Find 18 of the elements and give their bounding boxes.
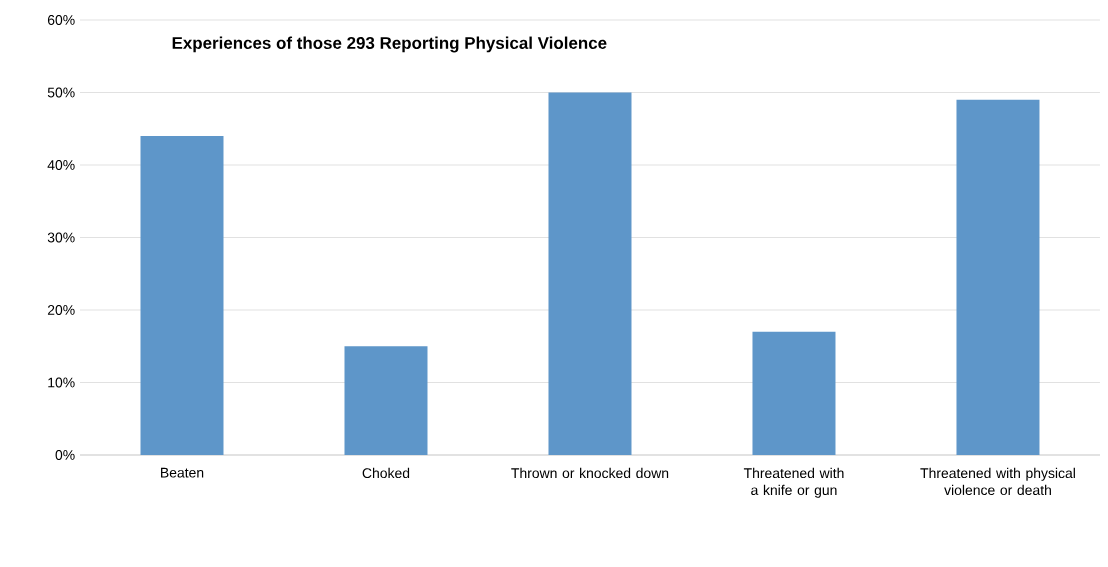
- bar: [140, 136, 224, 455]
- y-tick-label: 20%: [47, 305, 75, 315]
- y-tick-label: 50%: [47, 87, 75, 98]
- y-tick-label: 60%: [47, 15, 75, 25]
- x-tick-label: Threatened with a knife or gun: [743, 467, 844, 498]
- text: Experiences of those 293 Reporting Physical Violence: [172, 36, 607, 53]
- x-tick-label: Thrown or knocked down: [511, 467, 669, 479]
- x-tick-label: Beaten: [161, 467, 204, 478]
- bar: [956, 99, 1040, 455]
- bar: [752, 331, 836, 455]
- x-tick-label: Choked: [362, 467, 410, 479]
- y-tick-label: 10%: [48, 377, 75, 388]
- y-tick-label: 40%: [47, 160, 75, 170]
- x-tick-label: Threatened with physical violence or death: [920, 467, 1075, 496]
- bar: [548, 92, 632, 455]
- bar: [344, 346, 428, 455]
- y-tick-label: 0%: [55, 450, 75, 460]
- y-tick-label: 30%: [47, 232, 75, 243]
